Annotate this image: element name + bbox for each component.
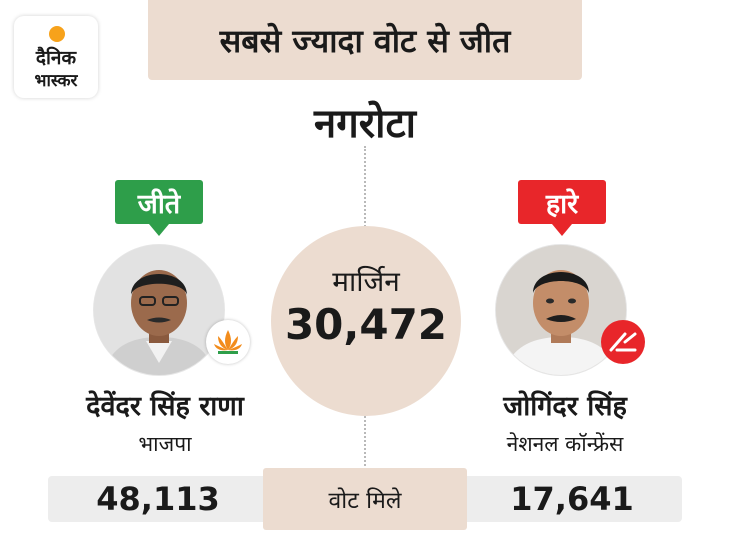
margin-value: 30,472: [284, 300, 448, 349]
dainik-bhaskar-logo[interactable]: दैनिक भास्कर: [14, 16, 98, 98]
loser-votes-value: 17,641: [510, 480, 634, 518]
divider-dotted-bottom: [364, 400, 366, 470]
margin-circle: [271, 226, 461, 416]
loser-party: नेशनल कॉन्फ्रेंस: [506, 432, 624, 456]
plough-icon: [601, 320, 645, 364]
loser-badge: हारे: [518, 180, 606, 224]
lotus-icon: [206, 320, 250, 364]
winner-badge: जीते: [115, 180, 203, 224]
sun-icon: [49, 26, 65, 42]
loser-badge-pointer: [552, 224, 572, 236]
winner-votes: 48,113: [48, 476, 268, 522]
divider-dotted-top: [364, 146, 366, 266]
margin-label: मार्जिन: [332, 265, 400, 298]
winner-photo: [93, 244, 225, 376]
loser-name: जोगिंदर सिंह: [503, 391, 627, 422]
winner-badge-pointer: [149, 224, 169, 236]
loser-portrait-icon: [496, 245, 626, 375]
votes-label: वोट मिले: [263, 468, 467, 530]
winner-portrait-icon: [94, 245, 224, 375]
header-banner: सबसे ज्यादा वोट से जीत: [148, 0, 582, 80]
winner-party: भाजपा: [138, 432, 192, 456]
loser-votes: 17,641: [462, 476, 682, 522]
winner-name: देवेंदर सिंह राणा: [86, 391, 244, 422]
winner-votes-value: 48,113: [96, 480, 220, 518]
logo-line-1: दैनिक: [35, 47, 77, 69]
logo-line-2: भास्कर: [34, 71, 78, 91]
constituency-title: नगरोटा: [314, 101, 416, 147]
